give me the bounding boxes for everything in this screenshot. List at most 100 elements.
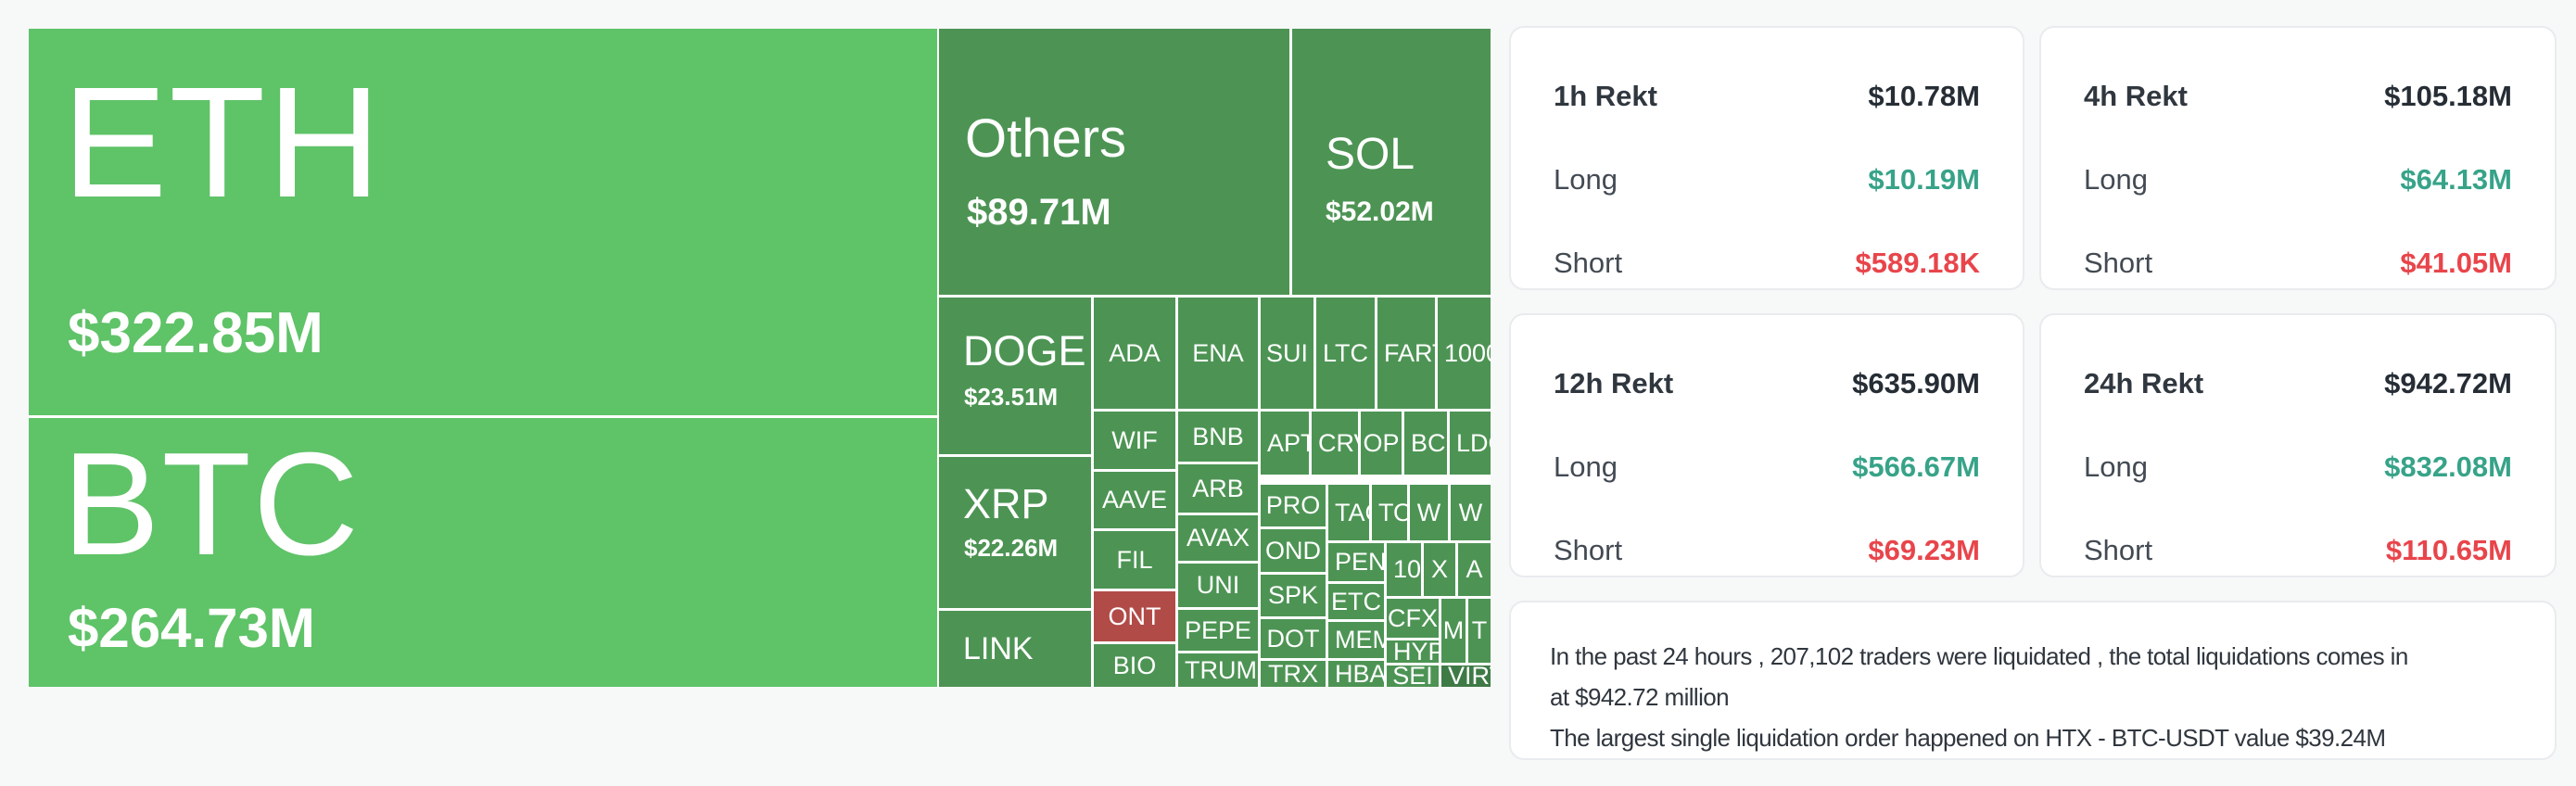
cell-value: $89.71M (967, 192, 1111, 233)
cell-symbol: LINK (963, 631, 1034, 666)
long-row: Long $64.13M (2084, 163, 2512, 196)
treemap-cell-crv[interactable]: CRV (1312, 412, 1358, 475)
treemap-cell-t[interactable]: T (1468, 599, 1491, 663)
short-row: Short $69.23M (1554, 534, 1980, 566)
long-label: Long (2084, 163, 2148, 196)
cell-value: $23.51M (964, 383, 1059, 411)
treemap-cell-btc[interactable]: BTC $264.73M (29, 418, 937, 687)
treemap-cell-sol[interactable]: SOL $52.02M (1292, 29, 1491, 295)
treemap-cell-op[interactable]: OP (1361, 412, 1402, 475)
treemap-cell-peng[interactable]: PENG (1328, 543, 1384, 581)
card-total-value: $10.78M (1868, 80, 1980, 112)
short-row: Short $110.65M (2084, 534, 2512, 566)
treemap-cell-dot[interactable]: DOT (1261, 619, 1326, 658)
long-value: $832.08M (2384, 450, 2512, 483)
treemap-cell-pro[interactable]: PRO (1261, 485, 1326, 526)
treemap-cell-arb[interactable]: ARB (1178, 464, 1258, 513)
treemap-cell-virt[interactable]: VIRT (1441, 666, 1491, 687)
treemap-cell-pepe[interactable]: PEPE (1178, 610, 1258, 651)
short-label: Short (1554, 534, 1623, 566)
cell-symbol: ETH (62, 55, 383, 231)
treemap-cell-sei[interactable]: SEI (1387, 666, 1439, 687)
treemap-cell-uni[interactable]: UNI (1178, 564, 1258, 607)
treemap-cell-apt[interactable]: APT (1261, 412, 1309, 475)
treemap-cell-meme[interactable]: MEME (1328, 622, 1384, 658)
treemap-cell-spk[interactable]: SPK (1261, 575, 1326, 616)
card-title: 4h Rekt (2084, 80, 2188, 112)
treemap-cell-ond[interactable]: OND (1261, 529, 1326, 572)
treemap-cell-100[interactable]: 100 (1387, 543, 1421, 596)
treemap-cell-aave[interactable]: AAVE (1094, 472, 1175, 528)
treemap-cell-ont[interactable]: ONT (1094, 591, 1175, 641)
short-label: Short (2084, 534, 2153, 566)
treemap-cell-a[interactable]: A (1458, 543, 1491, 596)
card-title-row: 4h Rekt $105.18M (2084, 80, 2512, 112)
treemap-cell-trump[interactable]: TRUMP (1178, 653, 1258, 687)
card-title: 12h Rekt (1554, 367, 1674, 399)
cell-value: $22.26M (964, 534, 1059, 562)
short-value: $41.05M (2400, 247, 2512, 279)
treemap-cell-fart[interactable]: FART (1377, 298, 1435, 409)
treemap-cell-wif[interactable]: WIF (1094, 412, 1175, 469)
treemap-cell-trx[interactable]: TRX (1261, 661, 1326, 687)
treemap-cell-sui[interactable]: SUI (1261, 298, 1313, 409)
cell-value: $322.85M (68, 301, 324, 365)
treemap-cell-bio[interactable]: BIO (1094, 644, 1175, 687)
cell-value: $52.02M (1326, 196, 1434, 227)
treemap-cell-x[interactable]: X (1424, 543, 1455, 596)
treemap-cell-hype[interactable]: HYPE (1387, 640, 1439, 663)
treemap-cell-w[interactable]: W (1410, 485, 1448, 540)
liquidation-summary-card: In the past 24 hours , 207,102 traders w… (1509, 601, 2557, 760)
treemap-cell-cfx[interactable]: CFX (1387, 599, 1439, 638)
summary-line-3: The largest single liquidation order hap… (1550, 724, 2386, 752)
card-title-row: 12h Rekt $635.90M (1554, 367, 1980, 399)
treemap-cell-bnb[interactable]: BNB (1178, 412, 1258, 462)
treemap-cell-w[interactable]: W (1451, 485, 1491, 540)
treemap-cell-bch[interactable]: BCH (1404, 412, 1447, 475)
short-value: $110.65M (2385, 534, 2512, 566)
treemap-cell-eth[interactable]: ETH $322.85M (29, 29, 937, 415)
rekt-card-4h: 4h Rekt $105.18M Long $64.13M Short $41.… (2039, 26, 2557, 290)
treemap-cell-ena[interactable]: ENA (1178, 298, 1258, 409)
treemap-cell-xrp[interactable]: XRP $22.26M (939, 457, 1091, 608)
treemap-cell-1000[interactable]: 1000 (1438, 298, 1491, 409)
cell-symbol: BTC (62, 423, 361, 586)
treemap-cell-tao[interactable]: TAO (1328, 485, 1369, 540)
rekt-card-1h: 1h Rekt $10.78M Long $10.19M Short $589.… (1509, 26, 2024, 290)
treemap-cell-ada[interactable]: ADA (1094, 298, 1175, 409)
card-title: 24h Rekt (2084, 367, 2204, 399)
cell-symbol: SOL (1326, 130, 1415, 179)
treemap-cell-ldo[interactable]: LDO (1450, 412, 1491, 475)
treemap-cell-etc[interactable]: ETC (1328, 584, 1384, 619)
short-value: $69.23M (1868, 534, 1980, 566)
long-label: Long (1554, 450, 1618, 483)
treemap-cell-avax[interactable]: AVAX (1178, 515, 1258, 561)
short-row: Short $589.18K (1554, 247, 1980, 279)
summary-line-2: at $942.72 million (1550, 683, 1730, 711)
treemap-cell-doge[interactable]: DOGE $23.51M (939, 298, 1091, 454)
card-title: 1h Rekt (1554, 80, 1657, 112)
treemap-cell-link[interactable]: LINK (939, 611, 1091, 687)
short-row: Short $41.05M (2084, 247, 2512, 279)
card-total-value: $635.90M (1852, 367, 1980, 399)
short-value: $589.18K (1855, 247, 1980, 279)
card-total-value: $942.72M (2384, 367, 2512, 399)
treemap-cell-fil[interactable]: FIL (1094, 531, 1175, 589)
card-total-value: $105.18M (2384, 80, 2512, 112)
treemap-cell-others[interactable]: Others $89.71M (939, 29, 1289, 295)
long-label: Long (1554, 163, 1618, 196)
treemap-cell-ton[interactable]: TON (1372, 485, 1407, 540)
cell-symbol: XRP (963, 480, 1049, 527)
long-label: Long (2084, 450, 2148, 483)
card-title-row: 24h Rekt $942.72M (2084, 367, 2512, 399)
short-label: Short (2084, 247, 2153, 279)
long-value: $10.19M (1868, 163, 1980, 196)
cell-symbol: Others (965, 108, 1127, 169)
summary-line-1: In the past 24 hours , 207,102 traders w… (1550, 642, 2408, 670)
treemap-cell-m[interactable]: M (1441, 599, 1466, 663)
rekt-card-24h: 24h Rekt $942.72M Long $832.08M Short $1… (2039, 313, 2557, 577)
rekt-card-12h: 12h Rekt $635.90M Long $566.67M Short $6… (1509, 313, 2024, 577)
treemap-cell-hbar[interactable]: HBAR (1328, 661, 1384, 687)
treemap-cell-ltc[interactable]: LTC (1316, 298, 1375, 409)
